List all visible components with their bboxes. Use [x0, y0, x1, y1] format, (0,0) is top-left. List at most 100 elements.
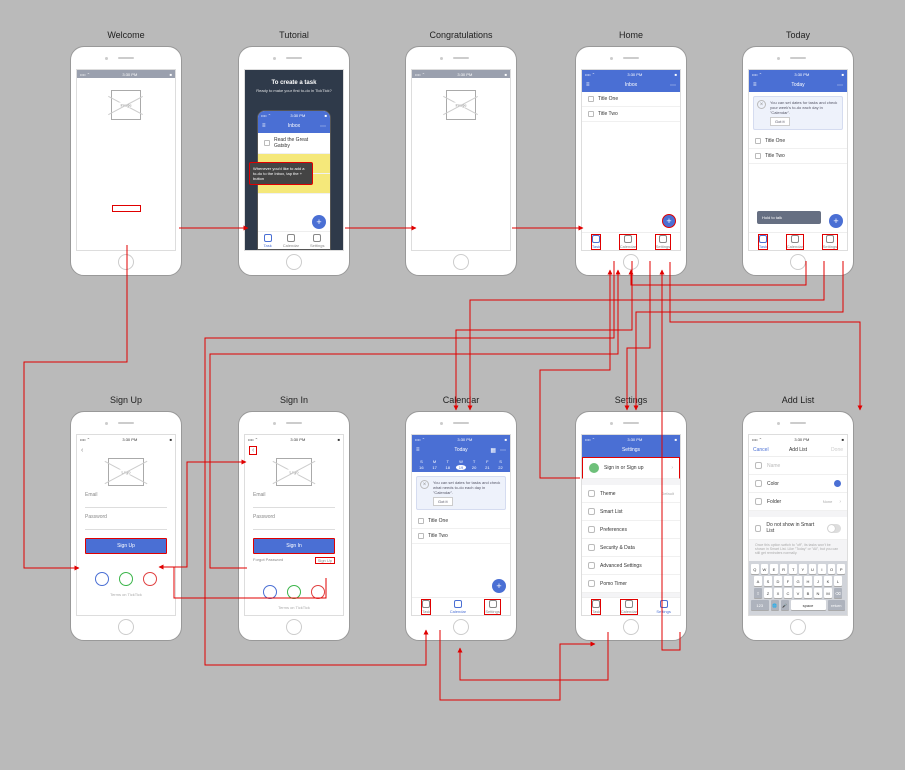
got-it-button[interactable]: Got it — [770, 117, 790, 126]
screen-today: Today •••• ⌃3:30 PM■ ≡Today⋯ × You can s… — [742, 30, 854, 276]
phone-frame: •••• ⌃3:30 PM■ Image Hi there! Welcome t… — [70, 46, 182, 276]
calendar-strip[interactable]: SMTWTFS 16171819202122 — [412, 457, 510, 472]
add-task-fab[interactable]: + — [662, 214, 676, 228]
tab-task[interactable]: Task — [421, 599, 431, 615]
email-label: Email — [77, 492, 175, 498]
logo-placeholder: Image — [446, 90, 476, 120]
tab-settings[interactable]: Settings — [484, 599, 500, 615]
more-icon[interactable]: ⋯ — [500, 447, 506, 454]
headline: Hi there! — [112, 134, 140, 141]
settings-row[interactable]: Preferences — [582, 521, 680, 539]
more-icon[interactable]: ⋯ — [837, 82, 843, 89]
add-fab[interactable]: + — [312, 215, 326, 229]
hint-card: × You can set dates for tasks and check … — [416, 476, 506, 510]
logo-placeholder: Image — [111, 90, 141, 120]
close-hint-icon[interactable]: × — [757, 100, 766, 109]
smartlist-toggle-row[interactable]: Do not show in Smart List — [749, 517, 847, 540]
statusbar: •••• ⌃3:30 PM■ — [77, 70, 175, 78]
color-row[interactable]: Color — [749, 475, 847, 493]
close-hint-icon[interactable]: × — [420, 480, 429, 489]
subtext: Here, we'd like to show a 3min-skip guid… — [85, 151, 167, 161]
settings-row[interactable]: Security & Data — [582, 539, 680, 557]
got-it-button[interactable]: Got it — [433, 497, 453, 506]
screen-signup: Sign Up •••• ⌃3:30 PM■ ‹ Logo Email Pass… — [70, 395, 182, 641]
screen-calendar: Calendar •••• ⌃3:30 PM■ ≡Today▦⋯ SMTWTFS… — [405, 395, 517, 641]
task-row[interactable]: Title Two — [582, 107, 680, 122]
signin-row[interactable]: Sign in or Sign up› — [582, 457, 680, 479]
tutorial-tip[interactable]: Whenever you'd like to add a to-do to th… — [249, 162, 313, 185]
settings-row[interactable]: ThemeDefault — [582, 485, 680, 503]
more-icon[interactable]: ⋯ — [670, 82, 676, 89]
password-field[interactable] — [253, 522, 335, 530]
tab-task[interactable]: Task — [591, 599, 601, 615]
back-icon[interactable]: ‹ — [81, 447, 83, 454]
task-row[interactable]: Title One — [749, 134, 847, 149]
menu-icon[interactable]: ≡ — [586, 82, 590, 88]
screen-settings: Settings •••• ⌃3:30 PM■ Settings Sign in… — [575, 395, 687, 641]
view-icon[interactable]: ▦ — [490, 447, 496, 454]
task-row[interactable]: Title One — [412, 514, 510, 529]
tab-task[interactable]: Task — [591, 234, 601, 250]
hint-card: × You can set dates for tasks and check … — [753, 96, 843, 130]
tab-calendar[interactable]: Calendar — [786, 234, 804, 250]
screen-home: Home •••• ⌃3:30 PM■ ≡Inbox⋯ Title One Ti… — [575, 30, 687, 276]
label-welcome: Welcome — [70, 30, 182, 40]
menu-icon[interactable]: ≡ — [416, 447, 420, 453]
menu-icon[interactable]: ≡ — [753, 82, 757, 88]
social-icon[interactable] — [287, 585, 301, 599]
toggle-switch[interactable] — [827, 524, 841, 533]
password-field[interactable] — [85, 522, 167, 530]
task-row[interactable]: Title Two — [749, 149, 847, 164]
social-row — [95, 572, 157, 586]
settings-row[interactable]: Pomo Timer — [582, 575, 680, 593]
cancel-button[interactable]: Cancel — [753, 447, 769, 453]
screen-signin: Sign In •••• ⌃3:30 PM■ ‹ Logo Email Pass… — [238, 395, 350, 641]
add-task-fab[interactable]: + — [829, 214, 843, 228]
tut-sub: Ready to make your first to-do in TickTi… — [255, 88, 333, 93]
task-row[interactable]: Title One — [582, 92, 680, 107]
tab-settings[interactable]: Settings — [656, 600, 670, 614]
tab-settings[interactable]: Settings — [822, 234, 838, 250]
headline2: Welcome to TickTick — [92, 141, 161, 148]
social-icon[interactable] — [311, 585, 325, 599]
wireflow-canvas: { "canvas": { "w": 905, "h": 770, "bg": … — [0, 0, 905, 770]
email-field[interactable] — [253, 500, 335, 508]
social-icon[interactable] — [119, 572, 133, 586]
settings-row[interactable]: Smart List — [582, 503, 680, 521]
navbar: ≡Inbox⋯ — [582, 78, 680, 92]
keyboard[interactable]: QWERTYUIOP ASDFGHJKL ⇧ZXCVBNM⌫ 123 🌐 🎤 s… — [749, 561, 847, 615]
add-task-fab[interactable]: + — [492, 579, 506, 593]
tab-calendar[interactable]: Calendar — [620, 599, 638, 615]
task-row[interactable]: Title Two — [412, 529, 510, 544]
skip-pager[interactable] — [112, 205, 141, 212]
get-started-button[interactable]: Get Started — [102, 187, 150, 199]
all-done-button[interactable]: All Done — [441, 184, 482, 196]
signup-link[interactable]: Sign Up — [315, 557, 335, 564]
signup-button[interactable]: Sign Up — [85, 538, 167, 554]
screen-welcome: Welcome •••• ⌃3:30 PM■ Image Hi there! W… — [70, 30, 182, 276]
tut-title: To create a task — [245, 80, 343, 86]
logo-placeholder: Logo — [276, 458, 312, 486]
logo-placeholder: Logo — [108, 458, 144, 486]
screen-tutorial: Tutorial To create a task Ready to make … — [238, 30, 350, 276]
signin-button[interactable]: Sign In — [253, 538, 335, 554]
tab-task[interactable]: Task — [758, 234, 768, 250]
settings-row[interactable]: Advanced Settings — [582, 557, 680, 575]
hold-to-talk[interactable]: Hold to talk — [757, 211, 821, 224]
social-icon[interactable] — [263, 585, 277, 599]
viewport: •••• ⌃3:30 PM■ Image Hi there! Welcome t… — [76, 69, 176, 251]
tab-settings[interactable]: Settings — [655, 234, 671, 250]
tab-calendar[interactable]: Calendar — [619, 234, 637, 250]
congrats-headline: Congratulations! — [433, 138, 489, 145]
password-label: Password — [77, 514, 175, 520]
avatar-icon — [589, 463, 599, 473]
done-button[interactable]: Done — [831, 447, 843, 453]
folder-row[interactable]: FolderNone› — [749, 493, 847, 511]
back-icon[interactable]: ‹ — [249, 446, 257, 455]
name-field[interactable]: Name — [749, 457, 847, 475]
email-field[interactable] — [85, 500, 167, 508]
forgot-link[interactable]: Forgot Password — [253, 557, 283, 564]
social-icon[interactable] — [95, 572, 109, 586]
tab-calendar[interactable]: Calendar — [450, 600, 466, 614]
social-icon[interactable] — [143, 572, 157, 586]
